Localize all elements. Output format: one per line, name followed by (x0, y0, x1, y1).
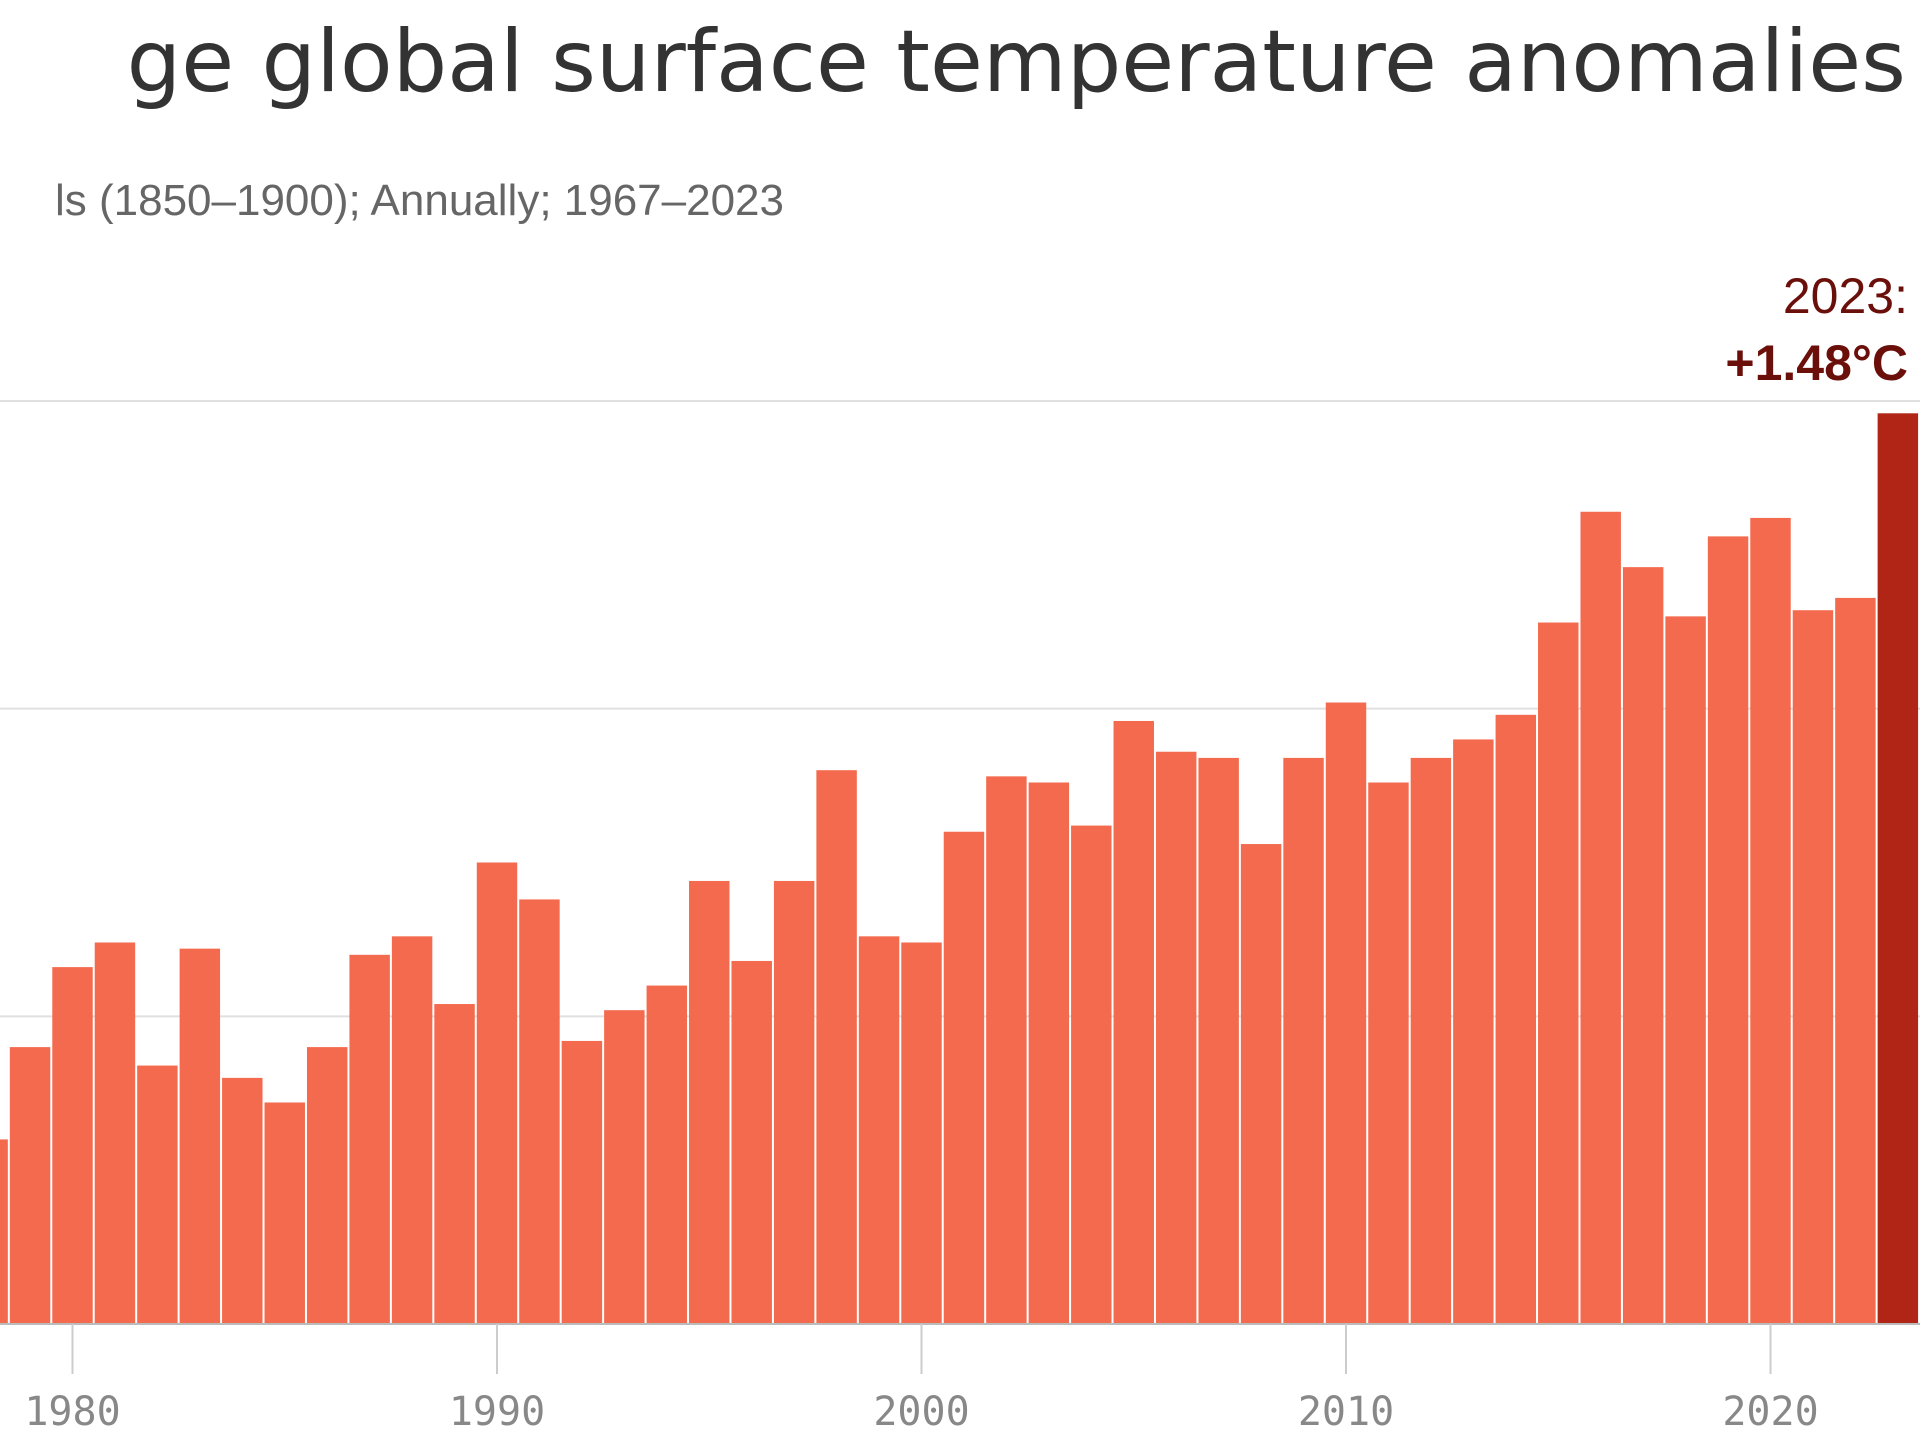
bar-1994 (646, 985, 688, 1324)
bar-1984 (222, 1077, 263, 1324)
x-tick-label: 2000 (873, 1389, 969, 1435)
bar-2018 (1665, 616, 1706, 1324)
bar-2022 (1835, 597, 1876, 1324)
bar-1987 (349, 954, 390, 1324)
bar-1989 (434, 1004, 475, 1324)
chart-subtitle: ls (1850–1900); Annually; 1967–2023 (0, 170, 800, 230)
bar-2000 (901, 942, 942, 1324)
bar-1980 (52, 967, 93, 1324)
x-tick-label: 1990 (449, 1389, 545, 1435)
bar-2004 (1071, 825, 1112, 1324)
bar-2021 (1792, 610, 1834, 1324)
bar-2019 (1707, 536, 1749, 1324)
bar-1998 (816, 770, 857, 1324)
bar-2015 (1538, 622, 1579, 1324)
bar-1978 (0, 1139, 8, 1324)
x-axis: 1980 1990 2000 2010 2020 (24, 1324, 1819, 1435)
bar-2017 (1622, 567, 1664, 1324)
annotation-value: +1.48°C (1725, 335, 1908, 391)
bar-1999 (858, 936, 900, 1324)
annotation-year: 2023: (1783, 268, 1908, 324)
bar-1993 (604, 1010, 645, 1324)
bar-2014 (1495, 714, 1537, 1324)
bar-2001 (943, 831, 985, 1324)
chart-title: ge global surface temperature anomalies (0, 0, 1920, 120)
bar-1986 (306, 1047, 348, 1324)
bar-2005 (1113, 720, 1154, 1324)
bar-2011 (1368, 782, 1409, 1324)
bar-1992 (561, 1040, 603, 1324)
chart-subtitle-text: ls (1850–1900); Annually; 1967–2023 (54, 176, 784, 225)
bar-1983 (179, 948, 221, 1324)
bar-2008 (1240, 844, 1282, 1324)
bar-2002 (986, 776, 1027, 1324)
bar-1996 (731, 960, 772, 1324)
bar-2007 (1198, 757, 1239, 1324)
bar-2010 (1325, 702, 1367, 1324)
bar-2009 (1283, 757, 1324, 1324)
x-tick-label: 1980 (24, 1389, 120, 1435)
x-tick-label: 2010 (1298, 1389, 1394, 1435)
bar-2016 (1580, 511, 1621, 1324)
bars (0, 413, 1919, 1325)
bar-2003 (1028, 782, 1070, 1324)
bar-1991 (519, 899, 560, 1324)
bar-2006 (1155, 751, 1197, 1324)
bar-2012 (1410, 757, 1452, 1324)
chart-title-text: ge global surface temperature anomalies (126, 12, 1906, 112)
bar-1988 (391, 936, 433, 1324)
bar-2023 (1877, 413, 1919, 1325)
bar-1985 (264, 1102, 305, 1324)
x-tick-label: 2020 (1722, 1389, 1818, 1435)
bar-1982 (137, 1065, 178, 1324)
bar-2020 (1750, 517, 1791, 1324)
bar-1981 (94, 942, 136, 1324)
bar-1990 (476, 862, 518, 1324)
bar-1997 (773, 880, 815, 1324)
bar-1995 (689, 880, 730, 1324)
bar-1979 (9, 1047, 51, 1324)
bar-2013 (1453, 739, 1494, 1324)
